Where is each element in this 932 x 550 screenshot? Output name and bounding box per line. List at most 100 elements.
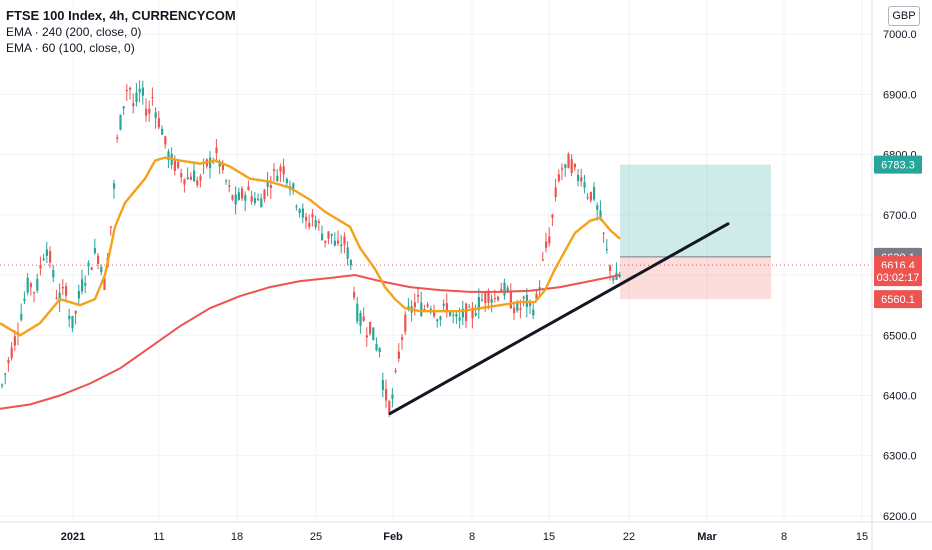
candle-body (529, 301, 532, 306)
candle-body (564, 164, 567, 168)
candle-body (282, 166, 285, 175)
trendline (388, 222, 730, 416)
candle-body (119, 115, 122, 130)
candle-body (330, 233, 333, 236)
candle-body (49, 251, 52, 263)
candle-body (532, 309, 535, 316)
x-tick-label: Feb (383, 531, 403, 543)
candle-body (436, 319, 439, 322)
candle-body (509, 292, 512, 309)
candle-body (77, 290, 80, 299)
y-tick-label: 6200.0 (883, 511, 917, 523)
candle-body (554, 187, 557, 197)
candle-body (465, 303, 468, 322)
candle-body (173, 159, 176, 171)
candle-body (148, 108, 151, 114)
candle-body (333, 240, 336, 246)
candle-body (500, 289, 503, 292)
candle-body (388, 401, 391, 414)
candle-body (103, 278, 106, 291)
candle-body (503, 282, 506, 296)
candle-body (362, 316, 365, 321)
candle-body (151, 96, 154, 99)
candle-body (340, 244, 343, 247)
candle-body (599, 210, 602, 220)
candle-body (525, 294, 528, 307)
candle-body (506, 287, 509, 292)
ema-short-line (0, 156, 621, 337)
candle-body (125, 90, 128, 92)
currency-button[interactable]: GBP (888, 6, 920, 26)
candle-body (141, 87, 144, 96)
candle-body (493, 297, 496, 299)
candle-body (29, 283, 32, 288)
y-tick-label: 6900.0 (883, 89, 917, 101)
candle-body (385, 388, 388, 401)
candle-body (593, 186, 596, 200)
y-tick-label: 6400.0 (883, 391, 917, 403)
y-tick-label: 6500.0 (883, 330, 917, 342)
candle-body (132, 103, 135, 107)
candle-body (541, 259, 544, 261)
y-tick-label: 6700.0 (883, 210, 917, 222)
candle-body (429, 308, 432, 310)
candle-body (346, 247, 349, 259)
price-tag-label: 03:02:17 (877, 272, 920, 284)
y-tick-label: 6300.0 (883, 451, 917, 463)
candle-body (337, 240, 340, 244)
candle-body (247, 186, 250, 191)
candle-body (365, 335, 368, 338)
candle-body (490, 299, 493, 303)
candle-body (266, 182, 269, 187)
candle-body (401, 337, 404, 340)
x-tick-label: 22 (623, 531, 635, 543)
candle-body (324, 240, 327, 243)
candle-body (487, 290, 490, 303)
candle-body (10, 347, 13, 359)
candle-body (135, 92, 138, 103)
candle-body (221, 163, 224, 171)
candle-body (513, 307, 516, 314)
price-tag-label: 6560.1 (881, 294, 915, 306)
candle-body (439, 316, 442, 320)
candle-body (129, 87, 132, 90)
price-tag-bg (874, 268, 922, 287)
candle-body (154, 112, 157, 119)
candle-body (193, 170, 196, 182)
ema-long-legend: EMA · 240 (200, close, 0) (6, 25, 142, 39)
ema-lines (0, 156, 621, 410)
candle-body (397, 351, 400, 359)
candle-body (426, 304, 429, 307)
candle-body (445, 303, 448, 312)
candle-body (241, 188, 244, 199)
candle-body (93, 247, 96, 254)
candle-body (372, 327, 375, 341)
candle-body (394, 370, 397, 372)
candle-body (413, 302, 416, 308)
candle-body (81, 279, 84, 292)
candle-body (545, 241, 548, 248)
candle-body (285, 178, 288, 184)
candle-body (474, 313, 477, 316)
candle-body (39, 264, 42, 269)
candle-body (225, 180, 228, 182)
candle-body (375, 344, 378, 351)
candle-body (305, 216, 308, 221)
candle-body (353, 292, 356, 298)
candle-body (1, 384, 4, 386)
candle-body (423, 308, 426, 310)
candle-body (196, 180, 199, 186)
candle-body (589, 191, 592, 201)
candle-body (4, 373, 7, 375)
candle-body (84, 283, 87, 286)
candle-body (113, 183, 116, 189)
candle-body (109, 226, 112, 228)
candle-body (577, 174, 580, 181)
candle-body (292, 183, 295, 191)
candle-body (586, 197, 589, 199)
price-tag-label: 6783.3 (881, 160, 915, 172)
candle-body (68, 315, 71, 320)
candle-body (250, 195, 253, 202)
candle-body (167, 151, 170, 161)
candle-body (244, 195, 247, 201)
